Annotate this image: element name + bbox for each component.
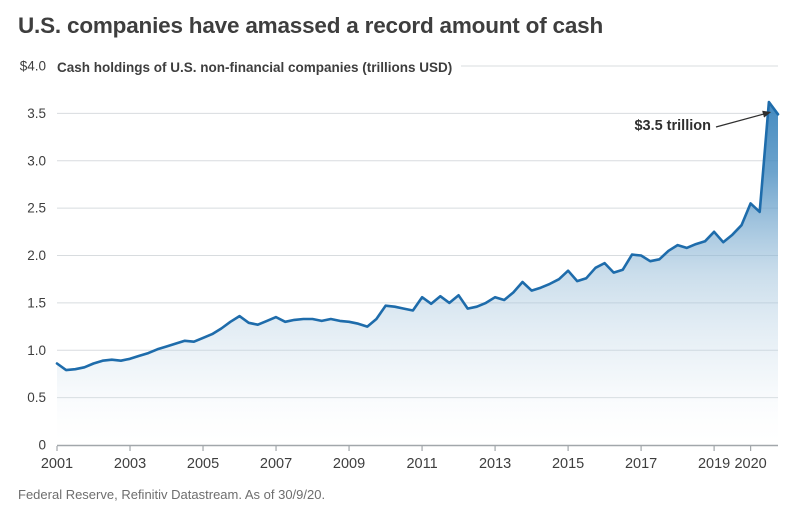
annotation-arrow	[715, 110, 772, 128]
x-tick-label: 2013	[479, 456, 511, 472]
x-tick-label: 2019	[698, 456, 730, 472]
source-note: Federal Reserve, Refinitiv Datastream. A…	[18, 487, 326, 502]
y-tick-label: 2.5	[27, 201, 46, 216]
data-line	[55, 100, 780, 372]
x-tick-label: 2009	[333, 456, 365, 472]
x-tick-label: 2020	[734, 456, 766, 472]
x-tick-label: 2007	[260, 456, 292, 472]
x-tick-label: 2017	[625, 456, 657, 472]
page-title: U.S. companies have amassed a record amo…	[18, 13, 604, 38]
x-tick-label: 2005	[187, 456, 219, 472]
x-tick-label: 2011	[406, 456, 437, 472]
x-tick-label: 2001	[41, 456, 73, 472]
y-tick-label: 3.0	[27, 153, 46, 168]
area-fill	[57, 102, 778, 445]
y-tick-label: 1.0	[27, 343, 46, 358]
y-tick-label: 0	[38, 438, 46, 453]
x-tick-label: 2003	[114, 456, 146, 472]
peak-annotation-label: $3.5 trillion	[634, 118, 711, 134]
x-tick-label: 2015	[552, 456, 584, 472]
y-tick-label: $4.0	[20, 59, 46, 74]
y-tick-label: 0.5	[27, 390, 46, 405]
chart-subtitle: Cash holdings of U.S. non-financial comp…	[57, 59, 462, 77]
y-tick-label: 3.5	[27, 106, 46, 121]
y-tick-label: 2.0	[27, 248, 46, 263]
y-tick-label: 1.5	[27, 295, 46, 310]
